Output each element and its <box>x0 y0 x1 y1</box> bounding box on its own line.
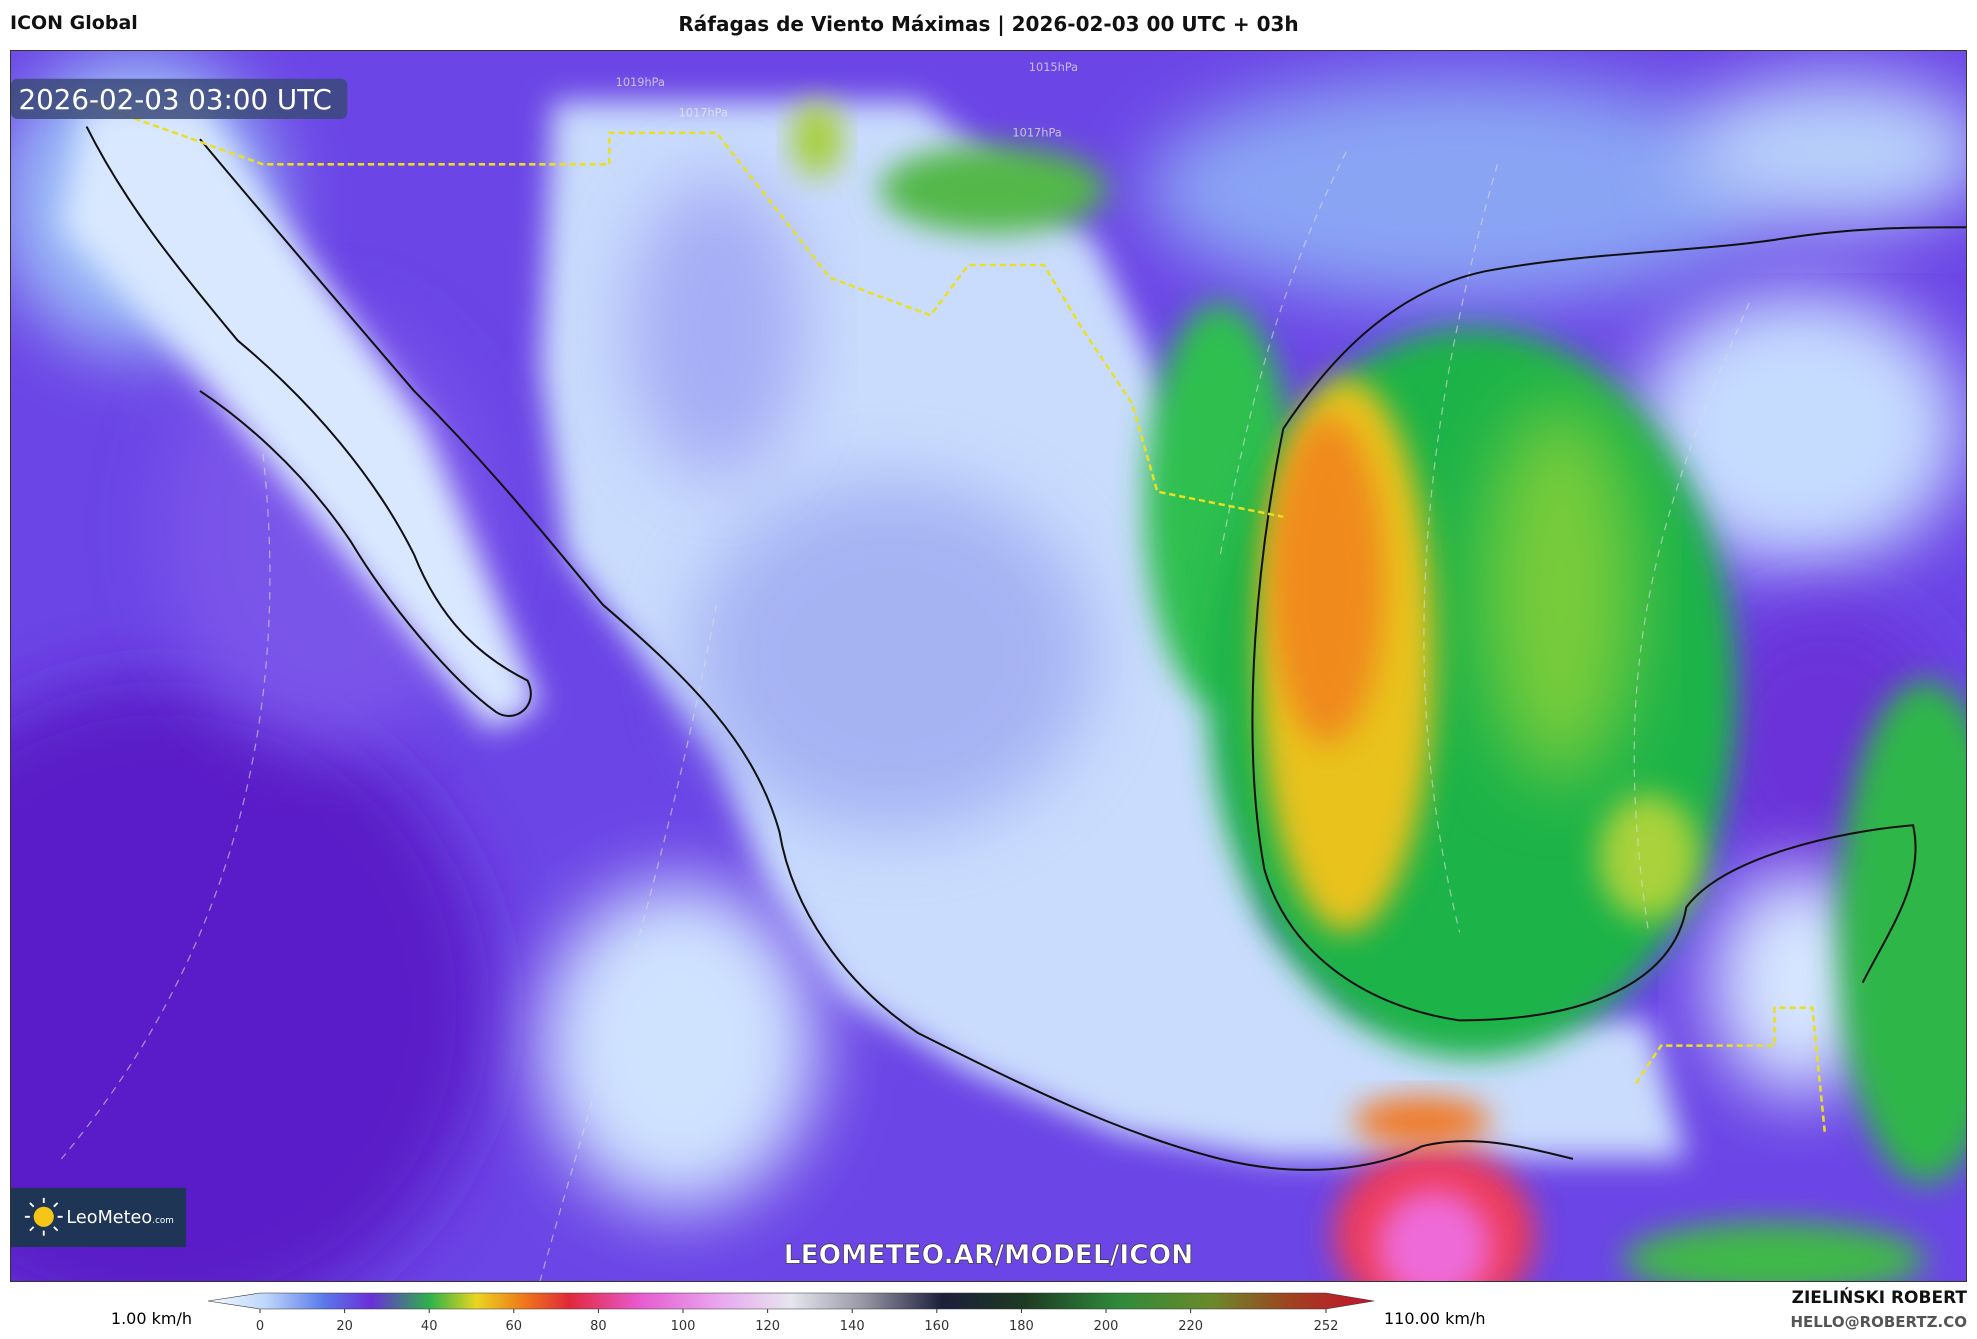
timestamp-box <box>11 78 348 119</box>
colorbar-tick-label: 0 <box>256 1319 264 1334</box>
isobar-labels: 1019hPa 1017hPa 1015hPa 1017hPa <box>616 60 1078 139</box>
isobar-label: 1015hPa <box>1029 60 1078 74</box>
logo-name: LeoMeteo <box>66 1208 152 1228</box>
colorbar-scale <box>207 1292 1375 1310</box>
author: ZIELIŃSKI ROBERT <box>1791 1288 1967 1308</box>
model-name: ICON Global <box>10 12 138 34</box>
colorbar-tick-label: 200 <box>1094 1319 1119 1334</box>
colorbar-tick-label: 180 <box>1009 1319 1034 1334</box>
colorbar-tick-label: 140 <box>840 1319 865 1334</box>
isobar-label: 1019hPa <box>616 75 665 89</box>
colorbar-tick-label: 160 <box>924 1319 949 1334</box>
colorbar-tick-label: 80 <box>590 1319 607 1334</box>
colorbar: 1.00 km/h 110.00 km/h 0 20 40 60 80 100 120 140… <box>111 1292 1485 1334</box>
colorbar-tick-label: 40 <box>421 1319 438 1334</box>
timestamp: 2026-02-03 03:00 UTC <box>19 83 332 116</box>
watermark: LEOMETEO.AR/MODEL/ICON <box>784 1239 1194 1270</box>
wind-field <box>11 51 1966 1281</box>
colorbar-max-label: 110.00 km/h <box>1384 1309 1485 1328</box>
isobar-label: 1017hPa <box>1012 126 1061 140</box>
colorbar-tick-label: 100 <box>671 1319 696 1334</box>
colorbar-min-label: 1.00 km/h <box>111 1309 192 1328</box>
colorbar-tick-label: 220 <box>1178 1319 1203 1334</box>
isobar-label: 1017hPa <box>679 105 728 119</box>
logo-suffix: .com <box>152 1216 174 1226</box>
logo-icon <box>24 1197 63 1236</box>
coastlines <box>85 126 1966 1171</box>
colorbar-tick-label: 20 <box>336 1319 353 1334</box>
colorbar-tick-label: 60 <box>506 1319 523 1334</box>
logo-text: LeoMeteo.com <box>66 1208 173 1228</box>
colorbar-ticks: 0 20 40 60 80 100 120 140 160 180 200 220 252 <box>256 1309 1339 1334</box>
colorbar-tick-label: 120 <box>755 1319 780 1334</box>
email: HELLO@ROBERTZ.CO <box>1790 1313 1967 1331</box>
border <box>1634 1006 1827 1134</box>
colorbar-tick-label: 252 <box>1314 1319 1339 1334</box>
isobars <box>60 151 1750 1281</box>
map: 1019hPa 1017hPa 1015hPa 1017hPa 2026-02-… <box>10 50 1967 1282</box>
map-title: Ráfagas de Viento Máximas | 2026-02-03 0… <box>678 12 1299 36</box>
